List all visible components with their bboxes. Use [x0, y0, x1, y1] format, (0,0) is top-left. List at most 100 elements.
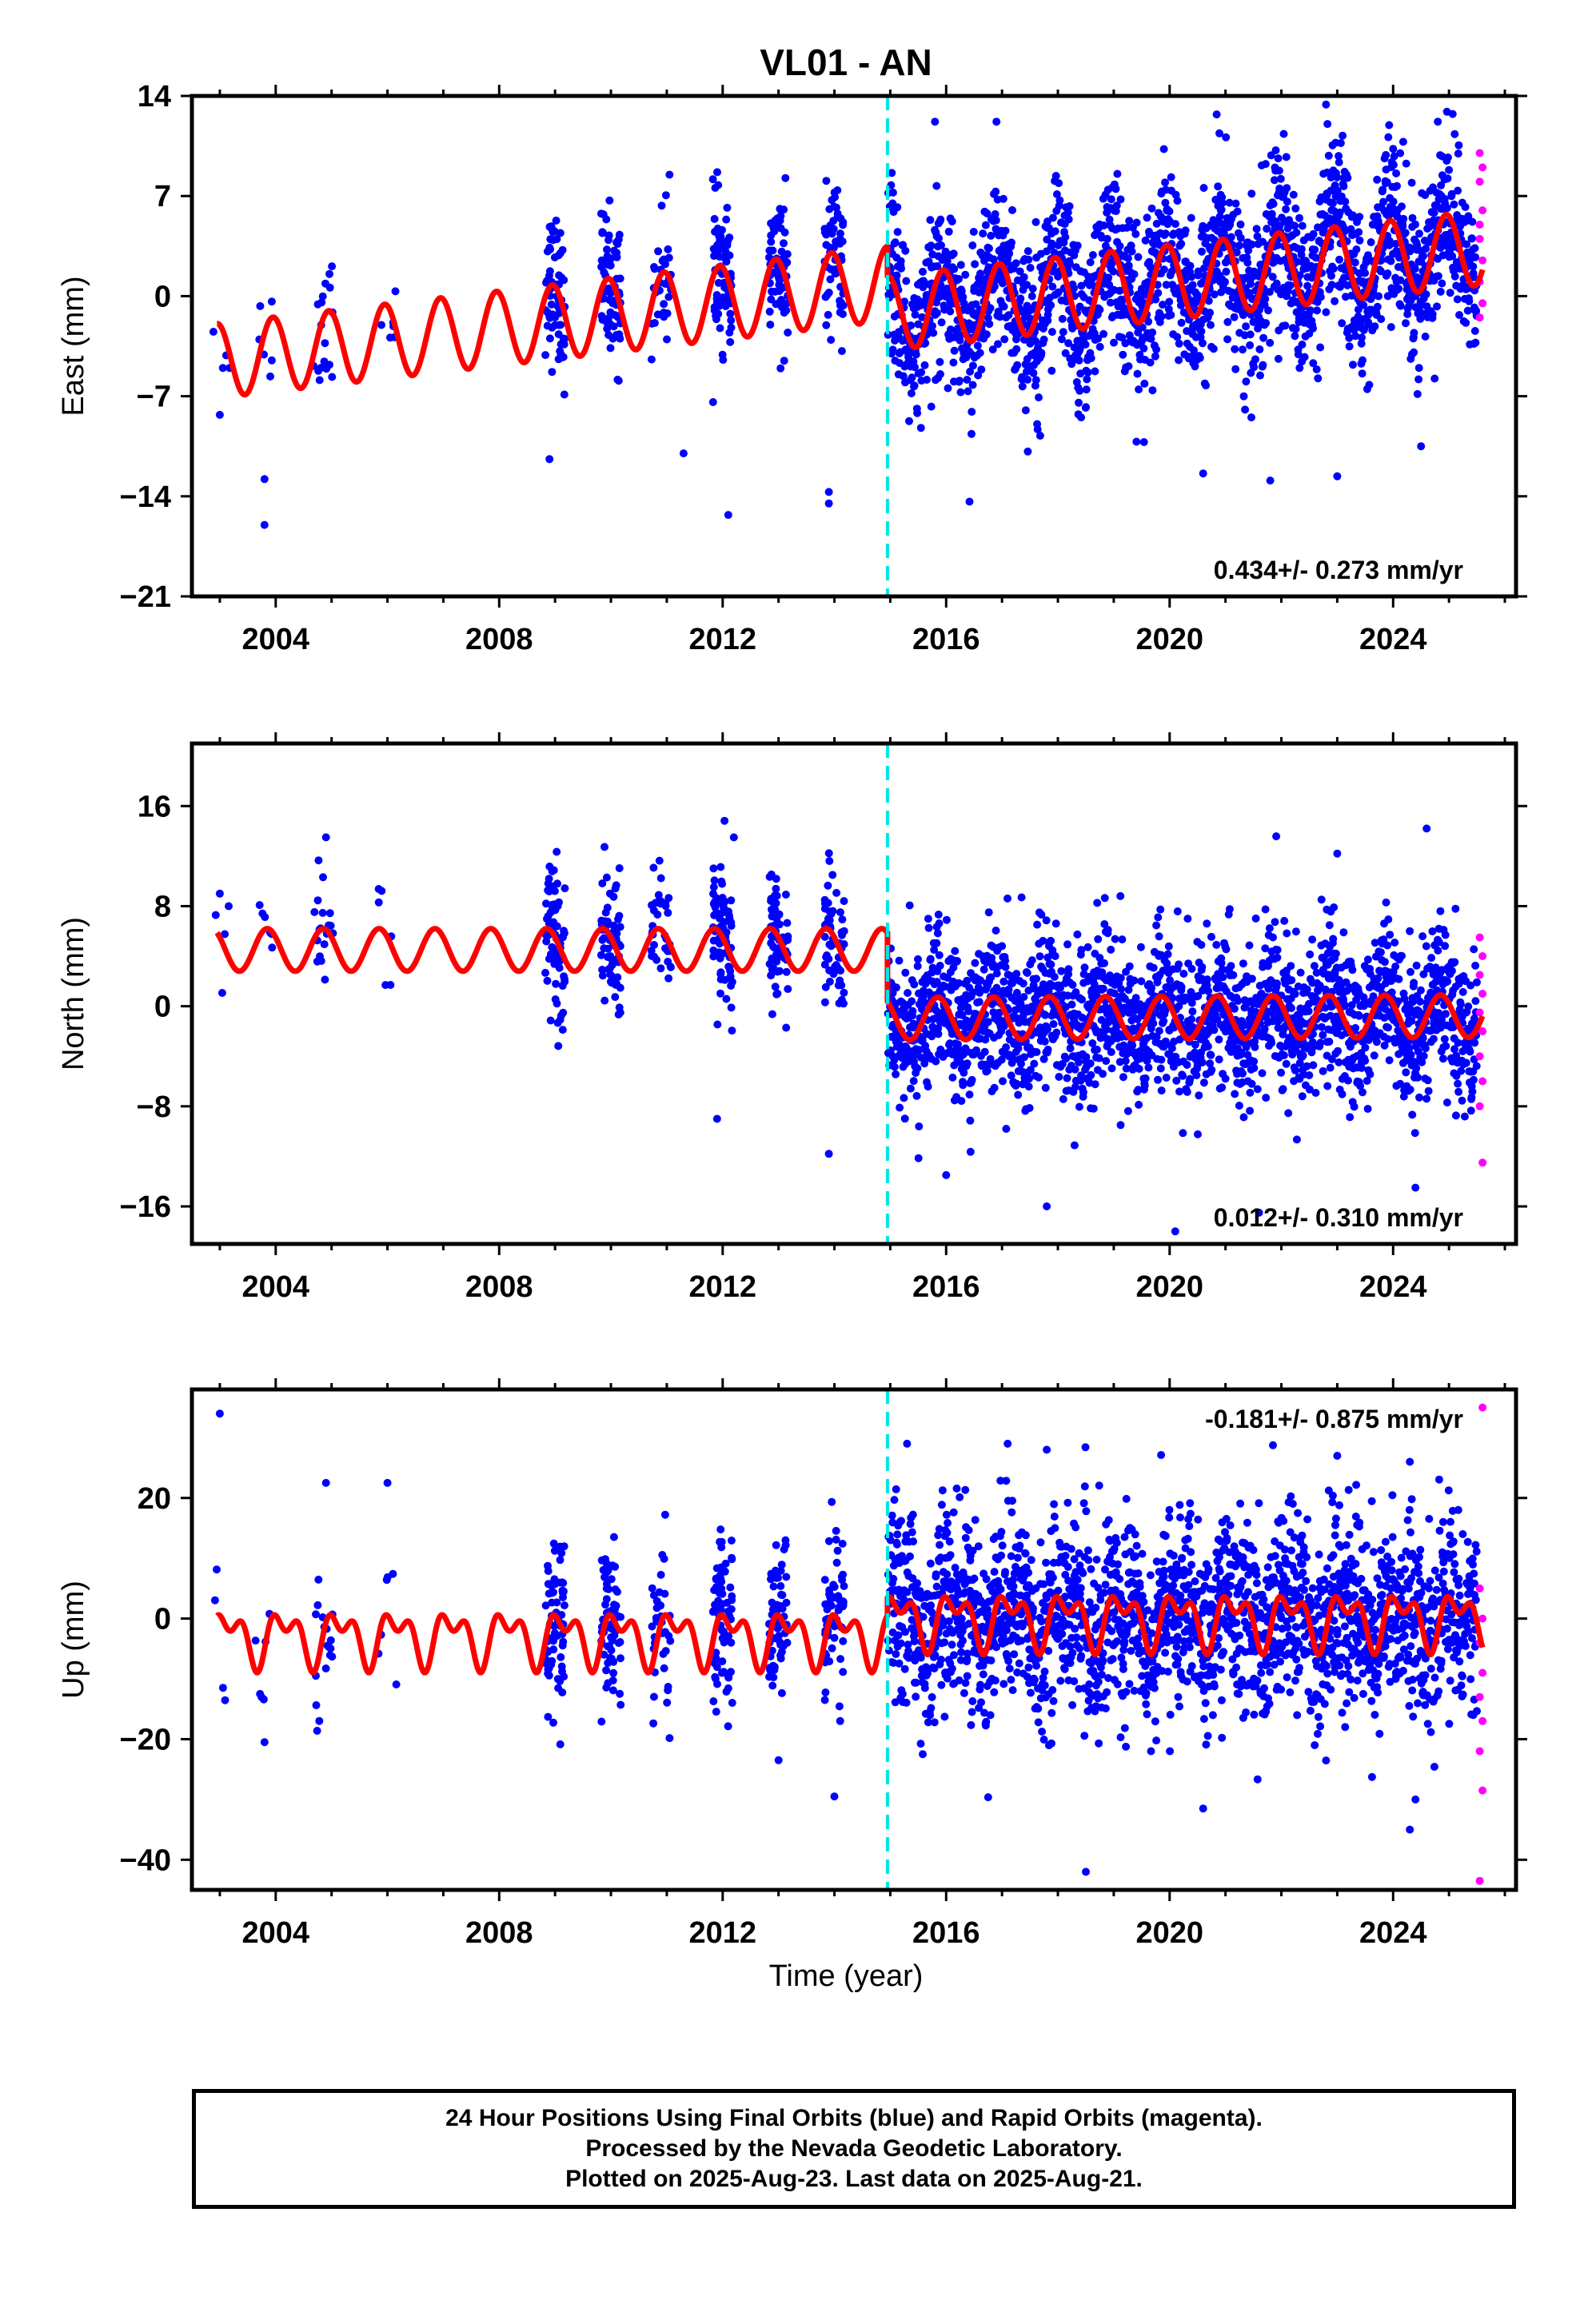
rapid-point [1476, 235, 1484, 243]
final-point [1210, 1026, 1218, 1034]
final-point [999, 1077, 1007, 1085]
final-orbit-points-east [209, 101, 1481, 529]
final-point [1448, 967, 1456, 975]
final-point [1246, 942, 1254, 950]
final-point [1412, 1064, 1420, 1072]
final-point [1133, 219, 1141, 227]
final-point [936, 216, 944, 224]
final-point [709, 952, 717, 960]
final-point [548, 883, 556, 891]
final-point [1252, 915, 1260, 923]
final-point [1283, 184, 1291, 192]
final-point [766, 308, 774, 316]
final-point [1157, 1065, 1165, 1073]
final-point [1241, 405, 1249, 413]
final-point [600, 997, 608, 1005]
final-point [1128, 248, 1136, 256]
final-point [921, 361, 929, 369]
final-point [1197, 328, 1205, 336]
rapid-point [1476, 177, 1484, 185]
final-point [1283, 930, 1291, 938]
final-point [1267, 1039, 1275, 1047]
final-point [1311, 962, 1319, 970]
final-point [992, 217, 1000, 225]
final-point [1359, 369, 1367, 377]
final-point [825, 488, 833, 496]
final-point [1063, 940, 1071, 948]
final-point [1142, 1074, 1150, 1082]
final-point [824, 899, 832, 907]
final-point [1359, 357, 1367, 365]
final-point [1075, 399, 1083, 407]
final-point [1187, 1015, 1195, 1023]
final-point [824, 311, 832, 319]
final-point [1449, 110, 1457, 118]
final-point [1062, 1054, 1070, 1062]
final-point [657, 875, 665, 883]
final-point [552, 995, 560, 1003]
final-point [1183, 915, 1191, 923]
final-point [1198, 963, 1206, 971]
final-point [1398, 952, 1406, 960]
final-point [1148, 386, 1156, 394]
final-point [1035, 393, 1043, 401]
final-point [1355, 228, 1363, 236]
final-point [709, 864, 717, 872]
final-point [1411, 1129, 1419, 1137]
final-point [936, 919, 944, 927]
final-point [1247, 280, 1255, 288]
final-point [557, 249, 565, 257]
final-point [648, 901, 656, 909]
final-point [1155, 932, 1163, 940]
final-point [931, 118, 939, 126]
final-point [1462, 203, 1470, 211]
final-point [825, 205, 833, 213]
final-point [310, 908, 318, 916]
final-point [1389, 145, 1397, 153]
final-point [974, 341, 982, 349]
final-point [1005, 249, 1013, 257]
final-point [784, 250, 792, 258]
final-point [648, 356, 656, 364]
final-point [1299, 1092, 1307, 1100]
final-point [1226, 905, 1234, 913]
final-point [836, 214, 844, 222]
final-point [1103, 235, 1111, 243]
final-point [1269, 273, 1277, 281]
final-point [1112, 185, 1120, 193]
final-point [598, 228, 606, 236]
final-point [1325, 1038, 1333, 1046]
final-point [1319, 1067, 1327, 1075]
final-point [1116, 892, 1124, 900]
final-point [1323, 1082, 1331, 1090]
final-point [1454, 149, 1462, 157]
final-point [1143, 213, 1151, 221]
final-point [667, 963, 675, 971]
final-point [1396, 149, 1404, 157]
final-point [981, 1048, 989, 1056]
final-point [663, 336, 671, 344]
final-point [1124, 1107, 1132, 1115]
final-point [1411, 265, 1419, 273]
final-point [825, 857, 833, 865]
final-point [966, 1117, 974, 1125]
final-point [1203, 975, 1211, 983]
final-point [1355, 1012, 1363, 1020]
final-point [656, 857, 664, 865]
final-point [1213, 110, 1221, 118]
final-point [767, 219, 775, 227]
final-point [1061, 233, 1069, 241]
final-point [824, 882, 832, 890]
final-point [261, 521, 269, 529]
final-point [992, 118, 1000, 126]
final-point [1075, 357, 1083, 365]
final-point [560, 353, 568, 361]
final-point [541, 969, 549, 977]
final-point [597, 951, 605, 959]
final-point [554, 1042, 562, 1050]
final-point [1454, 295, 1462, 303]
final-point [902, 277, 910, 285]
final-point [1471, 339, 1479, 347]
final-point [1402, 160, 1410, 168]
rapid-orbit-points-east [1476, 149, 1487, 322]
